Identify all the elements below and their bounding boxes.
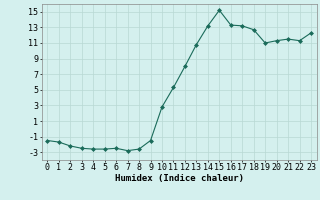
X-axis label: Humidex (Indice chaleur): Humidex (Indice chaleur) bbox=[115, 174, 244, 183]
